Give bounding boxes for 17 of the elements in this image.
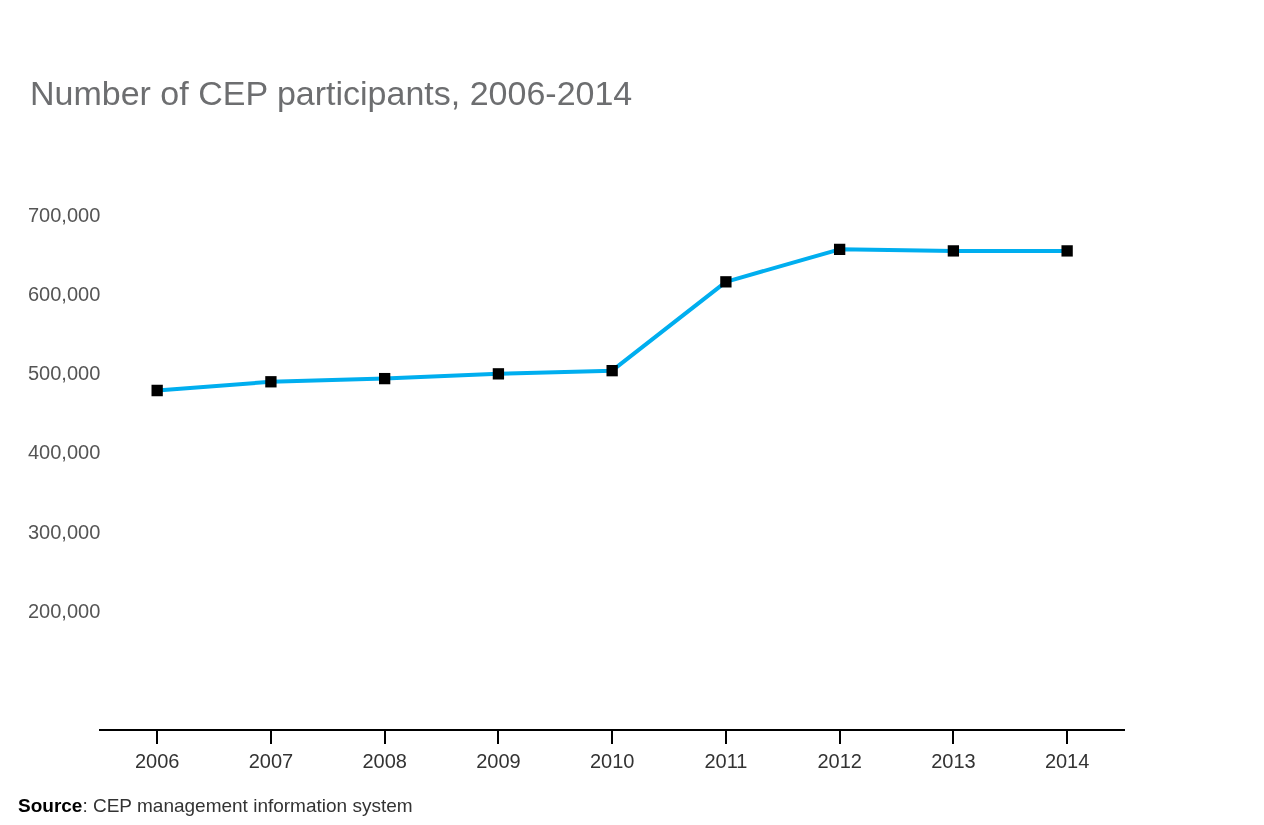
y-tick-label: 200,000 xyxy=(28,600,101,623)
x-tick-label: 2006 xyxy=(134,749,180,772)
x-tick-label: 2014 xyxy=(1044,749,1090,772)
y-tick-label: 500,000 xyxy=(28,362,101,385)
x-tick-label: 2007 xyxy=(248,749,294,772)
x-tick-label: 2008 xyxy=(362,749,407,772)
x-tick-label: 2012 xyxy=(817,749,862,772)
x-tick-label: 2013 xyxy=(931,749,976,772)
y-tick-label: 700,000 xyxy=(28,203,101,226)
x-tick-label: 2011 xyxy=(704,749,748,772)
y-tick-label: 400,000 xyxy=(28,441,101,464)
x-tick-label: 2009 xyxy=(476,749,521,772)
chart-title: Number of CEP participants, 2006-2014 xyxy=(30,74,633,113)
x-tick-label: 2010 xyxy=(589,749,635,772)
y-tick-label: 300,000 xyxy=(28,520,101,543)
y-tick-label: 600,000 xyxy=(28,282,101,305)
source-note: Source: CEP management information system xyxy=(18,795,413,817)
